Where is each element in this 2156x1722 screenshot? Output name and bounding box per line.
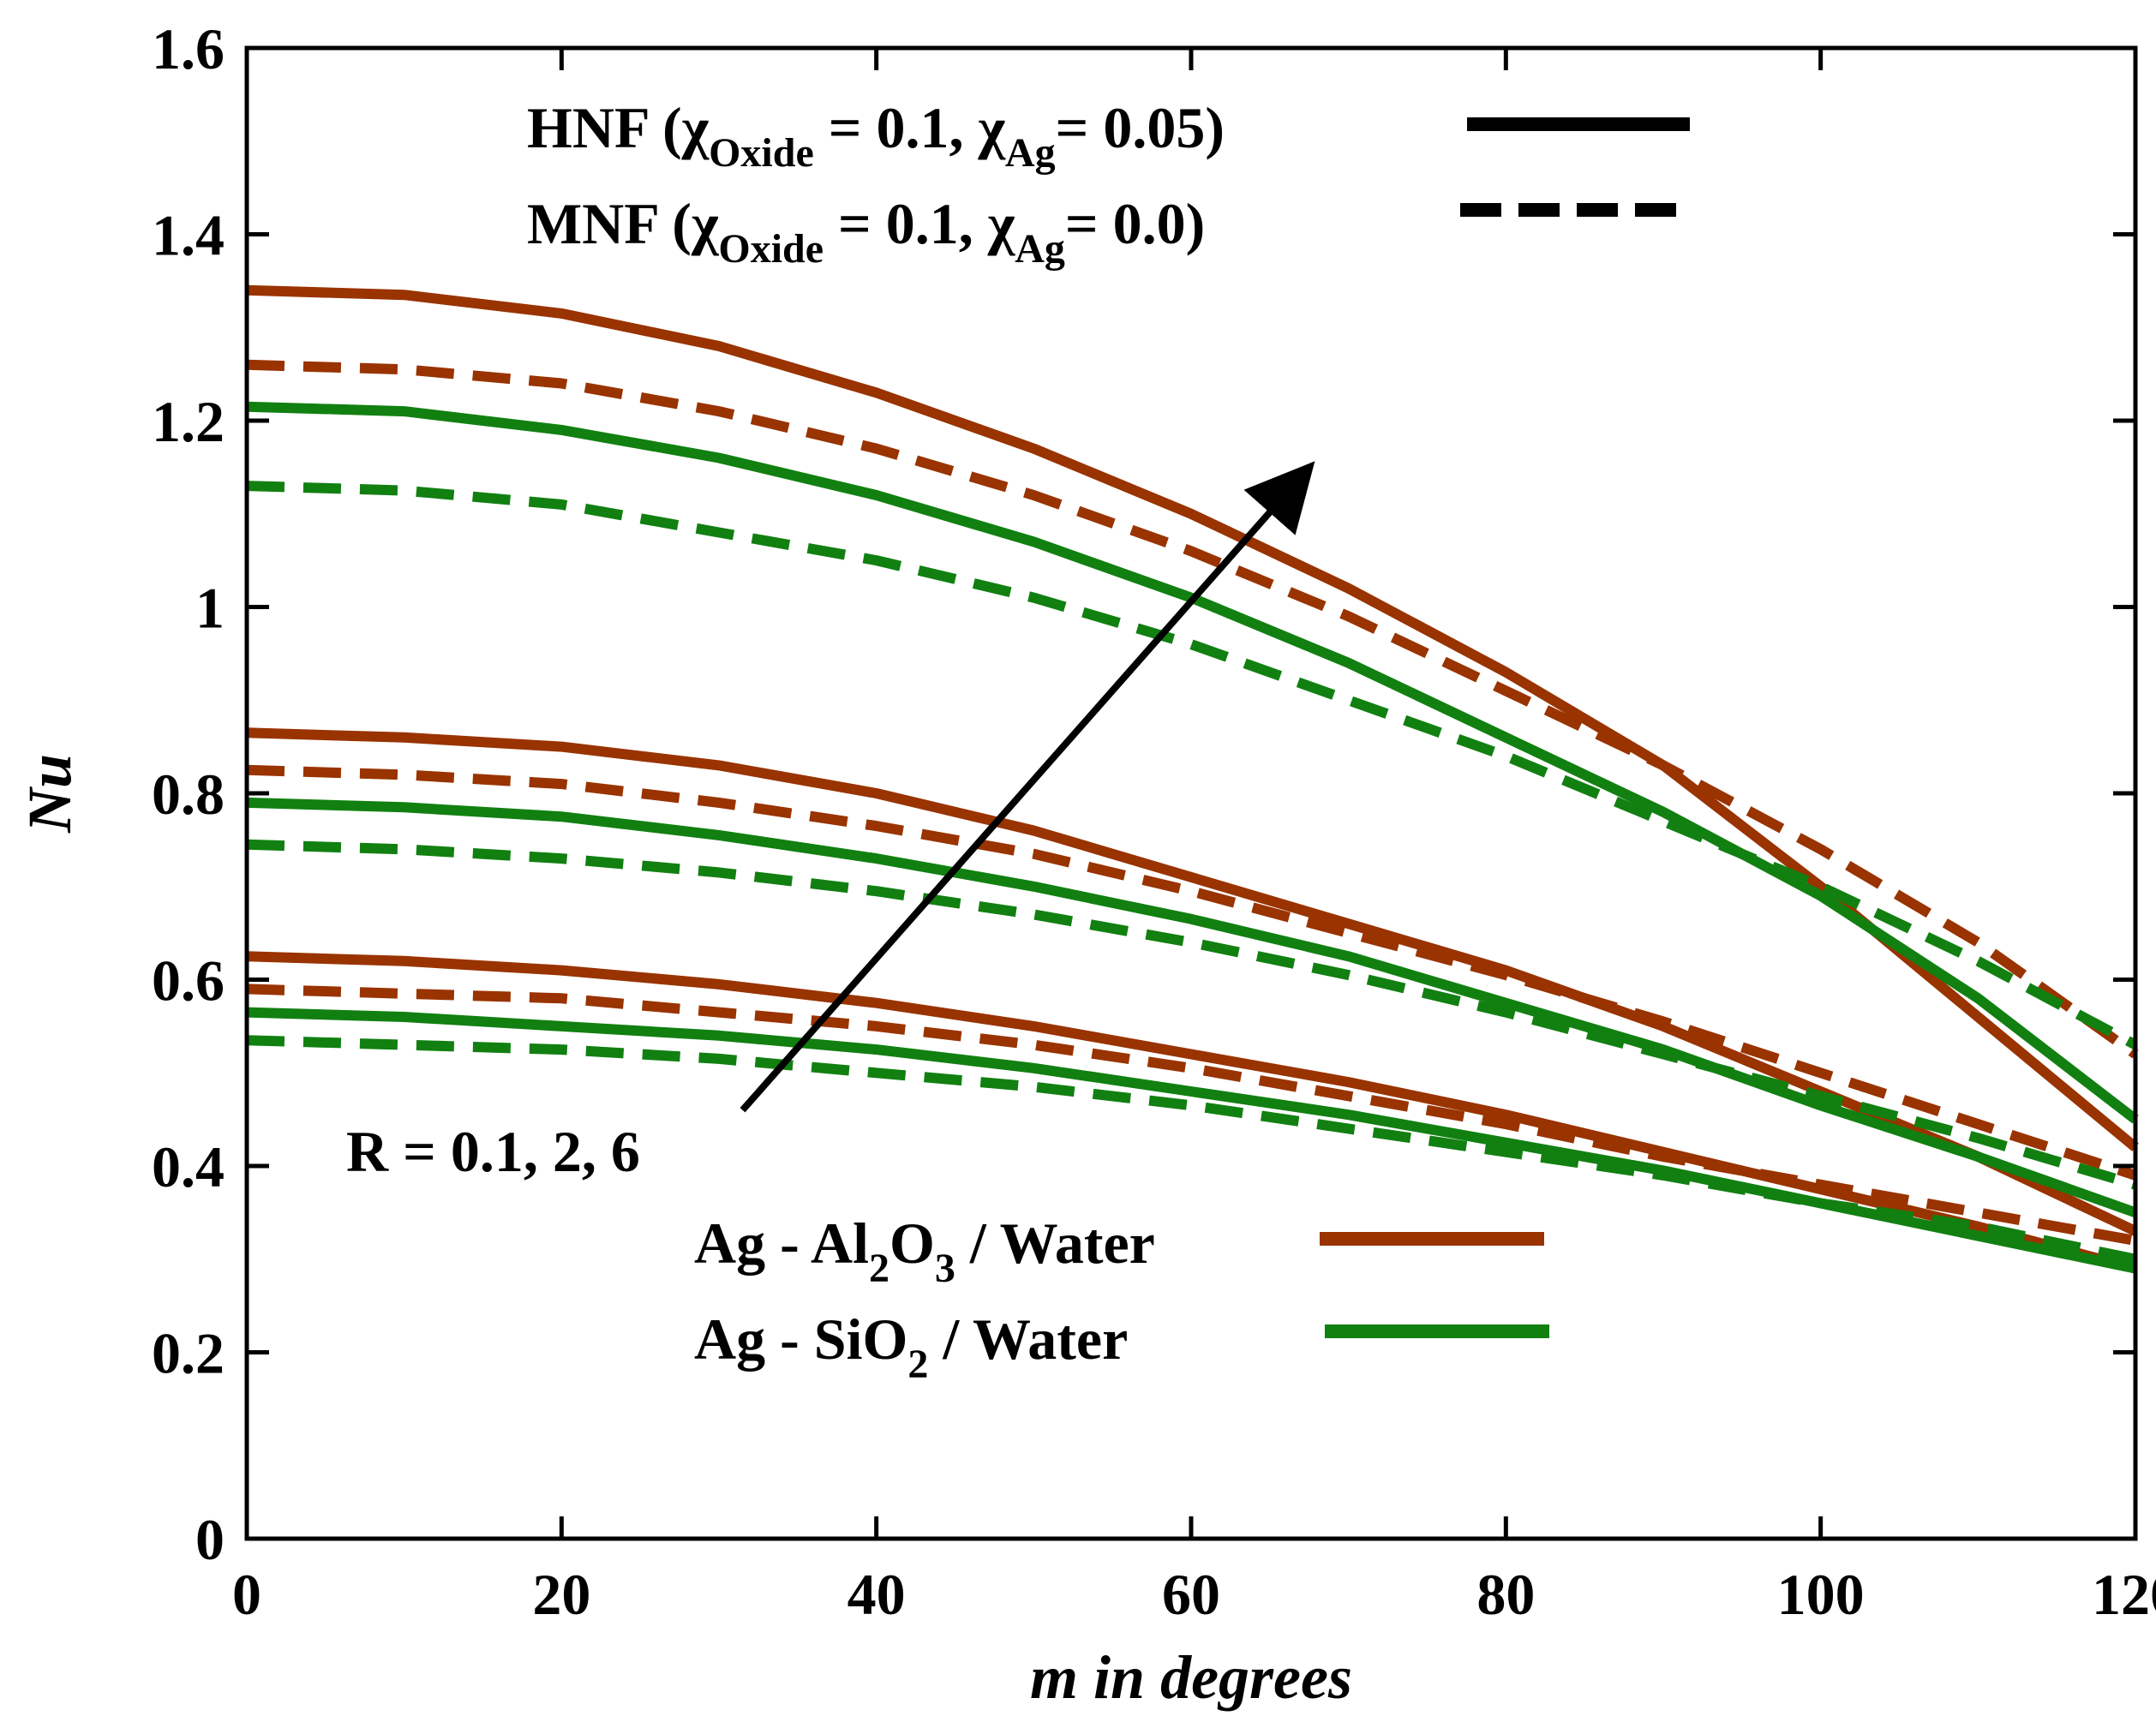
- fluid-legend: Ag - Al2O3 / Water Ag - SiO2 / Water: [694, 1211, 1549, 1387]
- legend-al2o3-label: Ag - Al2O3 / Water: [694, 1211, 1155, 1291]
- y-tick-label: 0.2: [152, 1321, 225, 1386]
- x-tick-label: 120: [2092, 1562, 2156, 1627]
- style-legend: HNF (χOxide = 0.1, χAg= 0.05) MNF (χOxid…: [527, 95, 1690, 272]
- y-tick-label: 0.6: [152, 948, 225, 1013]
- series-line-1: [246, 359, 2139, 1059]
- y-tick-label: 1.6: [152, 16, 225, 81]
- y-tick-label: 0.4: [152, 1134, 225, 1199]
- y-tick-label: 1.2: [152, 389, 225, 454]
- series-line-6: [246, 797, 2138, 1218]
- series-line-5: [246, 764, 2137, 1181]
- series-layer: [246, 284, 2139, 1274]
- series-line-7: [246, 839, 2137, 1190]
- series-line-11: [246, 1035, 2137, 1265]
- series-line-0: [246, 284, 2139, 1151]
- y-axis-title: Nu: [15, 754, 84, 834]
- y-tick-label: 1.4: [152, 203, 225, 268]
- x-tick-label: 20: [532, 1562, 590, 1627]
- y-tick-label: 0.8: [152, 762, 225, 827]
- y-tick-label: 1: [195, 576, 225, 641]
- y-tick-label: 0: [195, 1507, 225, 1572]
- tick-layer: 0 20 40 60 80 100 120 0 0.2 0.4 0.6 0.8 1 1.2 1.4 1.6: [152, 16, 2156, 1627]
- x-tick-label: 80: [1476, 1562, 1535, 1627]
- x-tick-label: 100: [1777, 1562, 1865, 1627]
- r-annotation: R = 0.1, 2, 6: [346, 1119, 640, 1184]
- legend-hnf-label: HNF (χOxide = 0.1, χAg= 0.05): [527, 95, 1225, 176]
- series-line-3: [246, 481, 2138, 1049]
- x-tick-label: 0: [232, 1562, 261, 1627]
- x-tick-label: 60: [1162, 1562, 1220, 1627]
- legend-sio2-label: Ag - SiO2 / Water: [694, 1306, 1128, 1387]
- x-tick-label: 40: [847, 1562, 906, 1627]
- x-axis-title: m in degrees: [1030, 1643, 1352, 1712]
- series-line-9: [246, 984, 2137, 1246]
- legend-mnf-label: MNF (χOxide = 0.1, χAg= 0.0): [527, 191, 1205, 272]
- plot-frame: [244, 45, 2138, 1541]
- r-arrow: [740, 461, 1315, 1113]
